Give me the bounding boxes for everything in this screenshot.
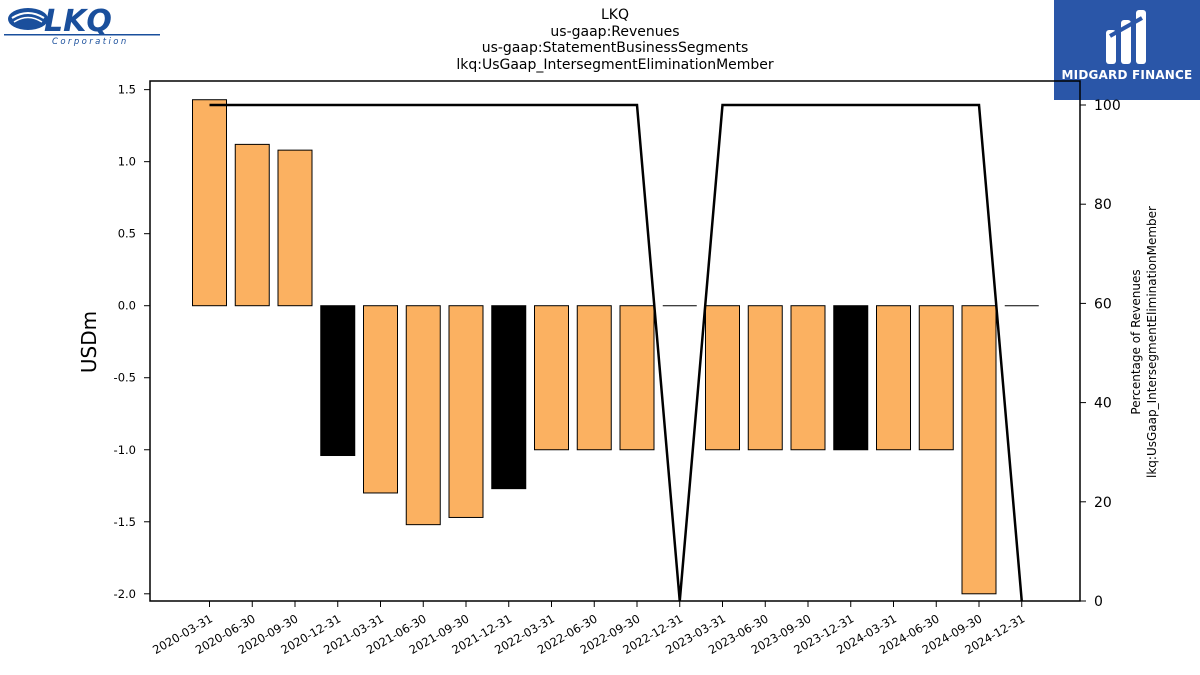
bar (918, 305, 954, 451)
lkq-logo: LKQ Corporation (4, 4, 160, 48)
bar (961, 305, 997, 595)
y-tick-label: -2.0 (114, 587, 136, 601)
y2-tick-label: 100 (1094, 98, 1121, 114)
y-tick-label: 0.5 (118, 227, 136, 241)
x-axis-ticks: 2020-03-312020-06-302020-09-302020-12-31… (150, 601, 1027, 657)
chart-title-line-4: lkq:UsGaap_IntersegmentEliminationMember (456, 56, 774, 73)
bar (491, 305, 527, 490)
bar (405, 305, 441, 526)
bar (534, 305, 569, 451)
y2-tick-label: 0 (1094, 594, 1103, 610)
y-axis-label: USDm (77, 311, 101, 373)
lkq-logo-wordmark: LKQ (44, 4, 112, 39)
chart-title: LKQ us-gaap:Revenues us-gaap:StatementBu… (330, 7, 900, 73)
lkq-logo-emblem (8, 8, 48, 30)
bar (234, 143, 270, 307)
y2-tick-label: 20 (1094, 495, 1112, 511)
y-tick-label: 1.0 (118, 155, 136, 169)
lkq-logo-subtitle: Corporation (52, 37, 129, 47)
y-tick-label: -1.5 (114, 515, 136, 529)
bar (576, 305, 612, 451)
y2-tick-label: 80 (1094, 197, 1112, 213)
chart-title-line-2: us-gaap:Revenues (550, 23, 680, 40)
y-tick-label: -1.0 (114, 443, 136, 457)
bar (876, 305, 911, 451)
chart-title-line-1: LKQ (601, 7, 629, 23)
y-tick-label: -0.5 (114, 371, 136, 385)
y-tick-label: 0.0 (118, 299, 136, 313)
bar-series (192, 99, 997, 595)
bar (363, 305, 398, 494)
y2-axis-label-line-1: Percentage of Revenues (1129, 269, 1143, 414)
left-axis-ticks: 1.5 1.0 0.5 0.0 -0.5 -1.0 -1.5 -2.0 (114, 83, 150, 601)
bar (833, 305, 869, 451)
bar (192, 99, 227, 307)
bar (320, 305, 356, 457)
midgard-finance-logo: MIDGARD FINANCE (1054, 0, 1200, 100)
y2-axis-label-line-2: lkq:UsGaap_IntersegmentEliminationMember (1145, 206, 1159, 478)
bar (790, 305, 826, 451)
bar (705, 305, 740, 451)
midgard-emblem-icon (1106, 10, 1146, 64)
bar (277, 149, 313, 307)
bar (747, 305, 783, 451)
y2-tick-label: 60 (1094, 296, 1112, 312)
chart-title-line-3: us-gaap:StatementBusinessSegments (481, 40, 749, 56)
right-axis-ticks: 100 80 60 40 20 0 (1080, 98, 1121, 610)
midgard-finance-label: MIDGARD FINANCE (1061, 68, 1193, 82)
bar (619, 305, 655, 451)
plot-frame (149, 80, 1081, 602)
bar (448, 305, 484, 518)
percentage-line (209, 103, 1023, 602)
y2-tick-label: 40 (1094, 396, 1112, 412)
y-tick-label: 1.5 (118, 83, 136, 97)
